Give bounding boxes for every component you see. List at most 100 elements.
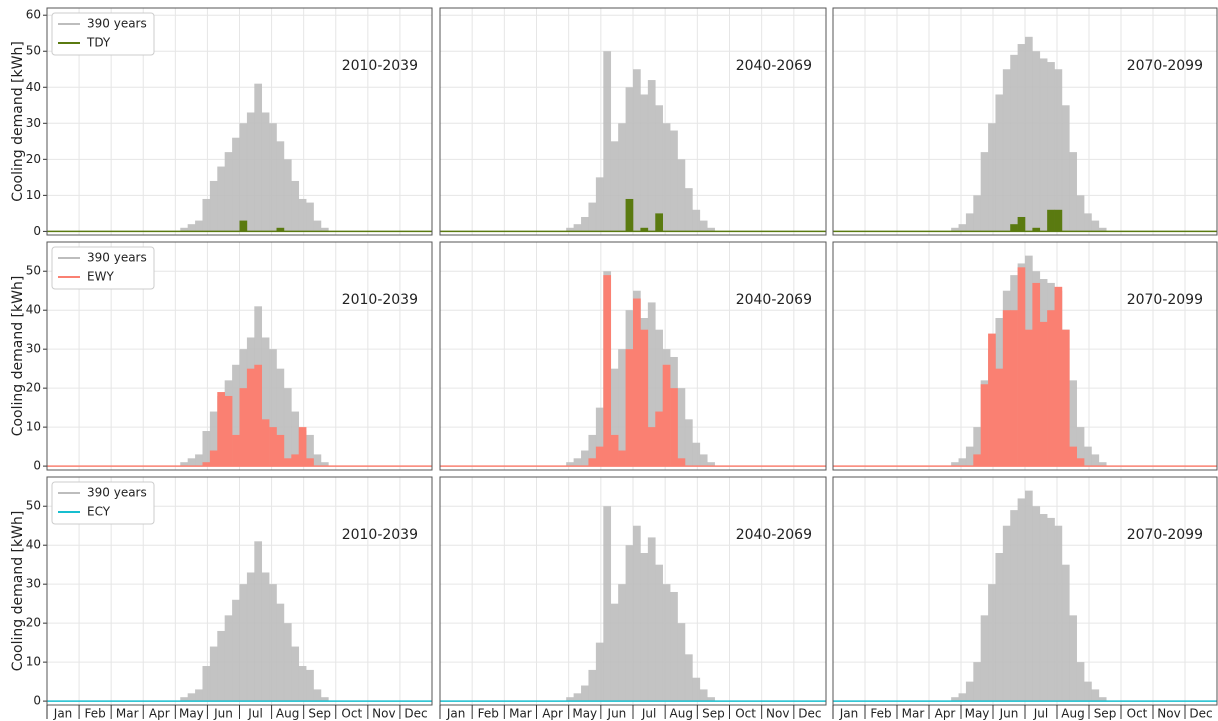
envelope-bar: [209, 180, 218, 232]
envelope-bar: [610, 368, 619, 467]
series-bar: [1061, 329, 1070, 467]
y-tick-label: 50: [26, 264, 41, 278]
period-label: 2010-2039: [342, 58, 418, 74]
envelope-bar: [306, 202, 314, 232]
x-tick-label: Apr: [149, 707, 170, 721]
x-tick-label: Nov: [766, 707, 789, 721]
x-tick-label: Apr: [935, 707, 956, 721]
envelope-bar: [988, 584, 996, 702]
legend-label: TDY: [86, 36, 111, 50]
series-bar: [269, 427, 277, 467]
envelope-bar: [699, 454, 708, 467]
series-bar: [588, 458, 597, 467]
y-tick-label: 60: [26, 8, 41, 22]
envelope-bar: [187, 224, 196, 232]
envelope-bar: [180, 697, 188, 702]
series-bar: [625, 349, 634, 467]
x-tick-label: Nov: [372, 707, 395, 721]
envelope-bar: [239, 584, 248, 702]
envelope-bar: [276, 603, 285, 702]
y-tick-label: 40: [26, 80, 41, 94]
series-bar: [603, 275, 612, 467]
x-tick-label: May: [179, 707, 204, 721]
x-tick-label: Jul: [1033, 707, 1048, 721]
envelope-bar: [246, 572, 255, 702]
envelope-bar: [1061, 564, 1070, 702]
envelope-bar: [618, 349, 626, 467]
envelope-bar: [195, 454, 203, 467]
x-tick-label: Mar: [509, 707, 532, 721]
envelope-bar: [603, 51, 612, 232]
envelope-bar: [581, 450, 589, 467]
series-bar: [1032, 227, 1041, 232]
envelope-bar: [573, 224, 582, 232]
envelope-bar: [291, 411, 300, 467]
series-bar: [298, 427, 307, 467]
series-bar: [254, 364, 263, 467]
envelope-bar: [655, 105, 663, 232]
x-tick-label: Feb: [478, 707, 499, 721]
legend-label: 390 years: [87, 486, 147, 500]
envelope-bar: [1098, 227, 1107, 232]
series-bar: [677, 458, 686, 467]
envelope-bar: [1069, 152, 1077, 232]
series-bar: [217, 392, 225, 467]
envelope-bar: [707, 227, 715, 232]
y-tick-label: 10: [26, 420, 41, 434]
envelope-bar: [610, 141, 619, 232]
x-tick-label: Jan: [446, 707, 466, 721]
y-tick-label: 50: [26, 44, 41, 58]
frame: [46, 7, 433, 236]
series-bar: [232, 434, 240, 467]
x-tick-label: Mar: [116, 707, 139, 721]
envelope-bar: [965, 681, 974, 702]
x-tick-label: Dec: [404, 707, 427, 721]
series-bar: [1032, 282, 1041, 467]
series-bar: [202, 462, 211, 467]
envelope-bar: [269, 123, 277, 232]
envelope-bar: [269, 584, 277, 702]
y-tick-label: 0: [33, 694, 41, 708]
legend-label: ECY: [87, 505, 111, 519]
series-bar: [1010, 224, 1018, 232]
envelope-bar: [573, 458, 582, 467]
envelope-bar: [1061, 105, 1070, 232]
series-bar: [610, 434, 619, 467]
x-tick-label: Oct: [341, 707, 362, 721]
envelope-bar: [588, 434, 597, 467]
envelope-bar: [1054, 69, 1063, 232]
envelope-bar: [1002, 69, 1011, 232]
series-bar: [595, 446, 604, 467]
envelope-bar: [291, 646, 300, 702]
envelope-bar: [647, 302, 656, 467]
series-bar: [1025, 329, 1033, 467]
envelope-bar: [1091, 689, 1100, 702]
envelope-bar: [951, 227, 959, 232]
envelope-bar: [195, 689, 203, 702]
envelope-bar: [254, 83, 263, 232]
envelope-bar: [707, 697, 715, 702]
series-bar: [655, 411, 663, 467]
x-tick-label: Sep: [308, 707, 331, 721]
y-tick-label: 40: [26, 303, 41, 317]
envelope-bar: [951, 462, 959, 467]
envelope-bar: [313, 689, 322, 702]
series-bar: [239, 388, 248, 467]
envelope-bar: [320, 227, 329, 232]
envelope-bar: [951, 697, 959, 702]
series-bar: [618, 450, 626, 467]
envelope-bar: [1069, 380, 1077, 467]
series-bar: [1010, 310, 1018, 467]
envelope-bar: [573, 693, 582, 702]
period-label: 2070-2099: [1127, 527, 1203, 543]
series-bar: [1039, 321, 1048, 467]
envelope-bar: [618, 123, 626, 232]
envelope-bar: [1091, 220, 1100, 232]
envelope-bar: [973, 427, 981, 467]
series-bar: [1076, 458, 1085, 467]
envelope-bar: [640, 553, 649, 702]
envelope-bar: [610, 603, 619, 702]
envelope-bar: [1054, 525, 1063, 702]
envelope-bar: [647, 80, 656, 232]
y-tick-label: 10: [26, 655, 41, 669]
